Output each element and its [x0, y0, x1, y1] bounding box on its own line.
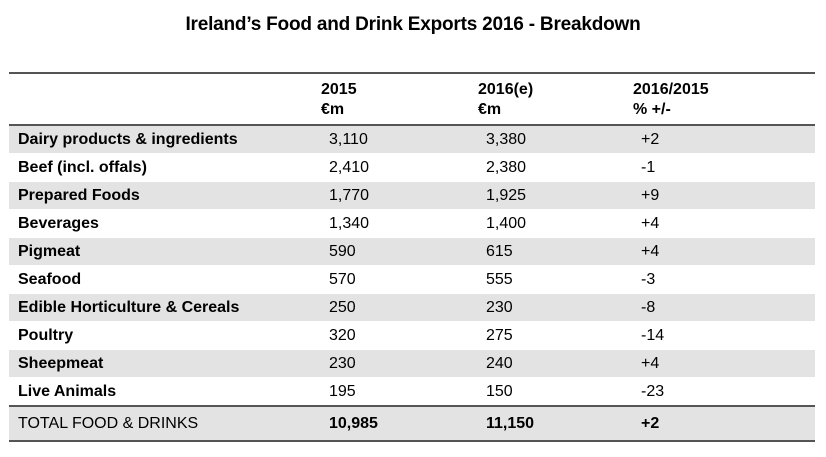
row-change: -14 — [633, 321, 815, 350]
row-value-2016: 230 — [478, 293, 633, 322]
total-change: +2 — [633, 405, 815, 442]
table-row: Dairy products & ingredients 3,110 3,380 +2 — [9, 125, 815, 154]
row-change: +9 — [633, 181, 815, 210]
total-2015: 10,985 — [321, 405, 478, 442]
row-category: Sheepmeat — [9, 349, 321, 378]
table-row: Edible Horticulture & Cereals 250 230 -8 — [9, 293, 815, 322]
table-row: Prepared Foods 1,770 1,925 +9 — [9, 181, 815, 210]
row-value-2015: 1,770 — [321, 181, 478, 210]
table-row: Poultry 320 275 -14 — [9, 321, 815, 350]
row-value-2015: 3,110 — [321, 125, 478, 154]
row-value-2016: 1,925 — [478, 181, 633, 210]
row-value-2016: 3,380 — [478, 125, 633, 154]
total-row: TOTAL FOOD & DRINKS 10,985 11,150 +2 — [9, 405, 815, 442]
row-category: Beverages — [9, 209, 321, 238]
total-2016: 11,150 — [478, 405, 633, 442]
row-change: -3 — [633, 265, 815, 294]
header-2016-year: 2016(e) — [478, 81, 534, 98]
table-row: Seafood 570 555 -3 — [9, 265, 815, 294]
row-value-2016: 2,380 — [478, 153, 633, 182]
table-row: Live Animals 195 150 -23 — [9, 377, 815, 407]
row-value-2015: 250 — [321, 293, 478, 322]
row-value-2016: 275 — [478, 321, 633, 350]
table-body: Dairy products & ingredients 3,110 3,380 +2… — [9, 125, 815, 407]
header-row: 2015 €m 2016(e) €m 2016/2015 % +/- — [9, 72, 815, 126]
row-category: Dairy products & ingredients — [9, 125, 321, 154]
row-change: -23 — [633, 377, 815, 407]
row-category: Edible Horticulture & Cereals — [9, 293, 321, 322]
row-category: Pigmeat — [9, 237, 321, 266]
table-row: Beverages 1,340 1,400 +4 — [9, 209, 815, 238]
row-value-2015: 1,340 — [321, 209, 478, 238]
row-value-2016: 1,400 — [478, 209, 633, 238]
exports-table: 2015 €m 2016(e) €m 2016/2015 % +/- Dairy… — [9, 72, 815, 442]
header-2015-unit: €m — [321, 101, 345, 118]
row-change: +4 — [633, 209, 815, 238]
row-value-2015: 320 — [321, 321, 478, 350]
table-row: Beef (incl. offals) 2,410 2,380 -1 — [9, 153, 815, 182]
row-change: +2 — [633, 125, 815, 154]
header-2016-unit: €m — [478, 101, 502, 118]
row-category: Beef (incl. offals) — [9, 153, 321, 182]
row-change: +4 — [633, 237, 815, 266]
header-category — [9, 72, 321, 126]
row-category: Live Animals — [9, 377, 321, 407]
row-value-2016: 240 — [478, 349, 633, 378]
total-label: TOTAL FOOD & DRINKS — [9, 405, 321, 442]
row-value-2015: 570 — [321, 265, 478, 294]
row-category: Seafood — [9, 265, 321, 294]
header-change: 2016/2015 % +/- — [633, 72, 815, 126]
table-row: Sheepmeat 230 240 +4 — [9, 349, 815, 378]
row-value-2015: 195 — [321, 377, 478, 407]
row-change: -8 — [633, 293, 815, 322]
table-row: Pigmeat 590 615 +4 — [9, 237, 815, 266]
header-2016: 2016(e) €m — [478, 72, 633, 126]
row-category: Prepared Foods — [9, 181, 321, 210]
header-2015: 2015 €m — [321, 72, 478, 126]
header-change-unit: % +/- — [633, 101, 671, 118]
row-change: -1 — [633, 153, 815, 182]
row-value-2016: 150 — [478, 377, 633, 407]
row-value-2015: 2,410 — [321, 153, 478, 182]
row-value-2015: 230 — [321, 349, 478, 378]
header-2015-year: 2015 — [321, 81, 357, 98]
row-value-2016: 615 — [478, 237, 633, 266]
row-change: +4 — [633, 349, 815, 378]
table-title: Ireland’s Food and Drink Exports 2016 - … — [185, 14, 641, 35]
row-value-2016: 555 — [478, 265, 633, 294]
header-change-label: 2016/2015 — [633, 81, 709, 98]
row-category: Poultry — [9, 321, 321, 350]
row-value-2015: 590 — [321, 237, 478, 266]
